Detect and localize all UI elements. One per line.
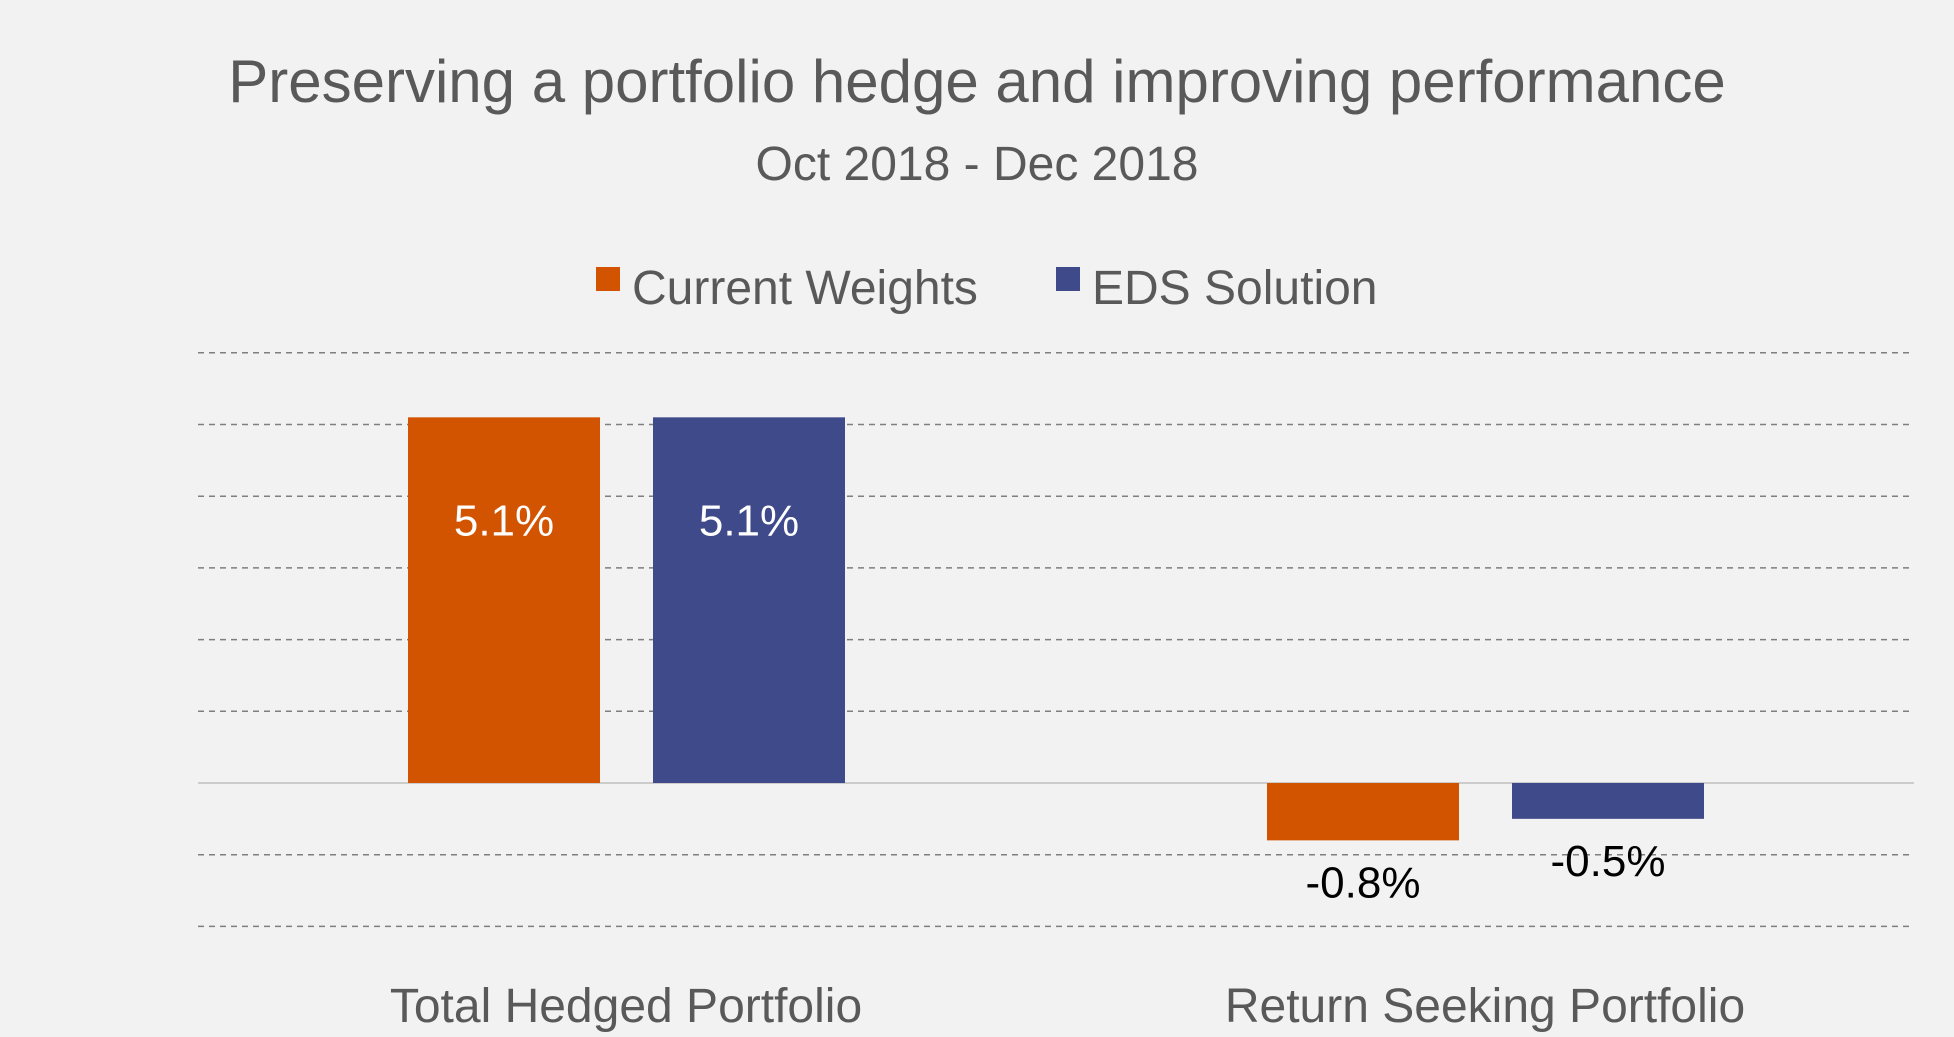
legend-label-2: EDS Solution bbox=[1092, 262, 1378, 315]
legend-swatch-2 bbox=[1056, 267, 1080, 291]
data-label: -0.8% bbox=[1306, 858, 1421, 907]
category-label: Total Hedged Portfolio bbox=[390, 980, 862, 1033]
category-labels-group: Total Hedged Portfolio Return Seeking Por… bbox=[390, 980, 1745, 1033]
bar-current-weights bbox=[1267, 783, 1459, 841]
bar-current-weights bbox=[408, 417, 600, 783]
legend-label-1: Current Weights bbox=[632, 262, 978, 315]
data-label: 5.1% bbox=[699, 497, 799, 546]
legend: Current Weights EDS Solution bbox=[596, 262, 1378, 315]
value-labels-group: 5.1% 5.1% -0.8% -0.5% bbox=[454, 497, 1666, 908]
chart-title: Preserving a portfolio hedge and improvi… bbox=[228, 48, 1726, 115]
bar-eds-solution bbox=[1512, 783, 1704, 819]
bar-eds-solution bbox=[653, 417, 845, 783]
data-label: 5.1% bbox=[454, 497, 554, 546]
data-label: -0.5% bbox=[1551, 837, 1666, 886]
legend-swatch-1 bbox=[596, 267, 620, 291]
bars-group bbox=[408, 417, 1704, 841]
category-label: Return Seeking Portfolio bbox=[1225, 980, 1745, 1033]
chart-subtitle: Oct 2018 - Dec 2018 bbox=[756, 138, 1199, 191]
